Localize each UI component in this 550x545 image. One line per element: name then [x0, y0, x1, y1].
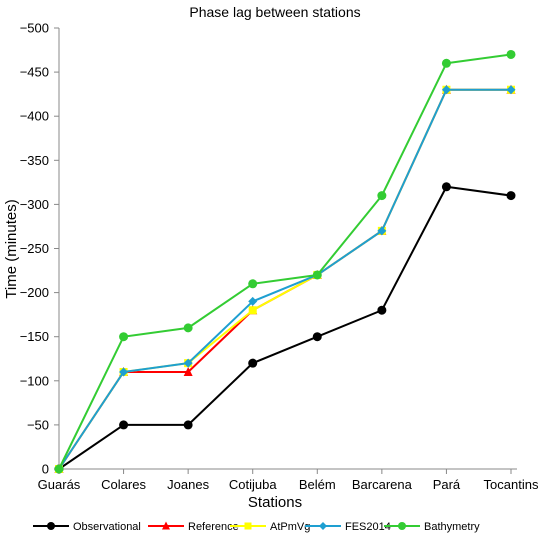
- x-tick-label-para: Pará: [433, 477, 461, 492]
- data-point-bathymetry-belem: [312, 270, 322, 280]
- data-point-bathymetry-barcarena: [377, 191, 387, 201]
- data-point-bathymetry-para: [441, 58, 451, 68]
- data-point-observational-cotijuba: [248, 358, 258, 368]
- y-tick-label: −50: [27, 417, 49, 432]
- x-tick-label-colares: Colares: [101, 477, 146, 492]
- x-tick-label-joanes: Joanes: [167, 477, 209, 492]
- y-tick-label: 0: [42, 462, 49, 477]
- data-point-fes2014-cotijuba: [248, 296, 258, 306]
- axes: 0 −50 −100 −150 −200 −250 −300 −350 −400 −450 −500…: [20, 21, 539, 493]
- legend-item-observational: Observational: [33, 521, 141, 533]
- x-tick-label-belem: Belém: [299, 477, 336, 492]
- data-point-bathymetry-tocantins: [506, 49, 516, 59]
- data-point-fes2014-tocantins: [506, 85, 516, 95]
- series-bathymetry: [54, 49, 516, 474]
- legend-label: FES2014: [345, 521, 391, 533]
- y-tick-label: −100: [20, 373, 49, 388]
- y-tick-label: −250: [20, 241, 49, 256]
- legend-swatch-marker: [162, 521, 170, 530]
- data-point-observational-tocantins: [506, 191, 516, 201]
- data-point-observational-colares: [119, 420, 129, 430]
- series-line-observational: [58, 185, 512, 470]
- data-point-fes2014-colares: [119, 367, 129, 377]
- legend: Observational Reference AtPmVg FES2014 Bathy…: [33, 521, 480, 533]
- chart-title: Phase lag between stations: [189, 4, 360, 20]
- legend-swatch-marker: [319, 522, 327, 530]
- y-tick-label: −400: [20, 109, 49, 124]
- data-point-fes2014-joanes: [183, 358, 193, 368]
- legend-swatch-marker: [398, 522, 406, 530]
- data-point-bathymetry-joanes: [183, 323, 193, 333]
- legend-item-atpmvg: AtPmVg: [230, 521, 310, 533]
- legend-item-bathymetry: Bathymetry: [384, 521, 480, 533]
- data-point-bathymetry-cotijuba: [248, 279, 258, 289]
- x-tick-label-guaras: Guarás: [38, 477, 81, 492]
- y-tick-label: −150: [20, 329, 49, 344]
- legend-label: Observational: [73, 521, 141, 533]
- y-tick-label: −500: [20, 21, 49, 36]
- legend-label: Reference: [188, 521, 239, 533]
- x-tick-label-tocantins: Tocantins: [484, 477, 539, 492]
- legend-item-fes2014: FES2014: [305, 521, 391, 533]
- series-observational: [54, 182, 516, 474]
- data-point-fes2014-para: [441, 85, 451, 95]
- data-point-observational-para: [441, 182, 451, 192]
- series-line-bathymetry: [58, 53, 512, 470]
- x-tick-label-barcarena: Barcarena: [352, 477, 413, 492]
- legend-label: AtPmVg: [270, 521, 310, 533]
- data-point-reference-joanes: [183, 366, 193, 376]
- data-point-observational-barcarena: [377, 305, 387, 315]
- data-point-bathymetry-guaras: [54, 464, 64, 474]
- legend-swatch-marker: [47, 522, 55, 530]
- data-point-bathymetry-colares: [119, 332, 129, 342]
- data-point-observational-joanes: [183, 420, 193, 430]
- y-tick-label: −450: [20, 65, 49, 80]
- y-tick-label: −350: [20, 153, 49, 168]
- y-tick-label: −200: [20, 285, 49, 300]
- legend-swatch-marker: [244, 522, 252, 530]
- legend-item-reference: Reference: [148, 521, 239, 533]
- series-line-fes2014: [58, 88, 511, 470]
- series-layer: [54, 49, 516, 474]
- data-point-atpmvg-cotijuba: [248, 306, 257, 315]
- y-tick-label: −300: [20, 197, 49, 212]
- data-point-fes2014-barcarena: [377, 226, 387, 236]
- x-tick-label-cotijuba: Cotijuba: [229, 477, 277, 492]
- data-point-observational-belem: [312, 332, 322, 342]
- x-axis-label: Stations: [248, 494, 302, 511]
- y-axis-label: Time (minutes): [3, 199, 20, 298]
- legend-label: Bathymetry: [424, 521, 480, 533]
